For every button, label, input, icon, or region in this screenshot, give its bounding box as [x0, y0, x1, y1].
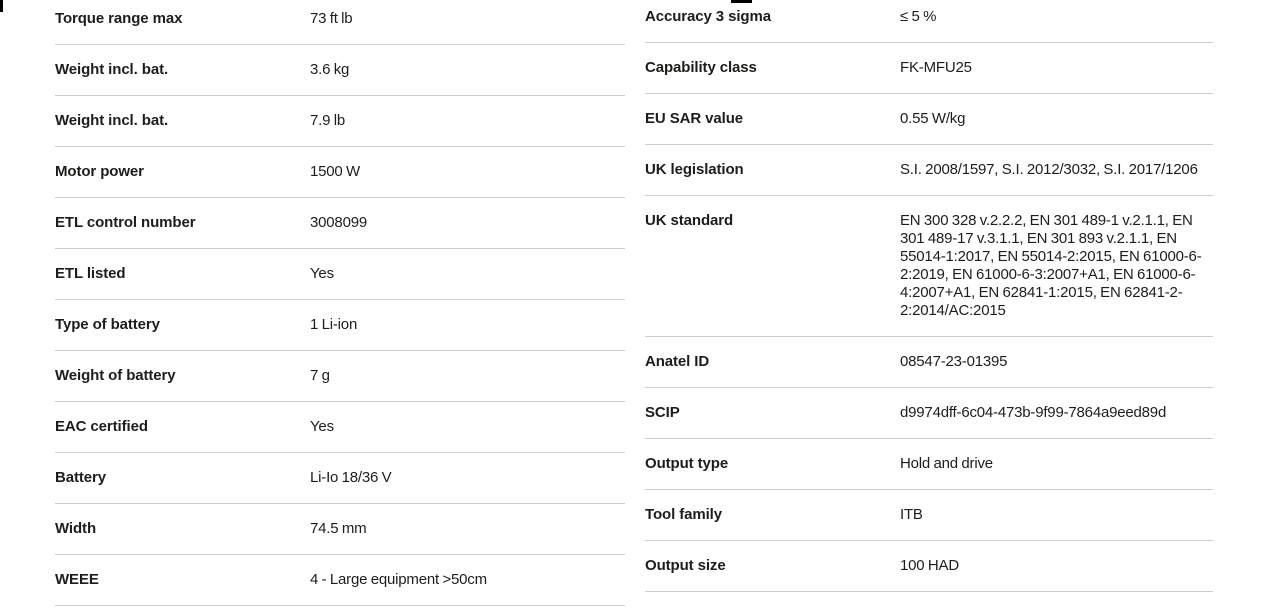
- window-edge-artifact: [0, 0, 3, 12]
- spec-row: EAC certified Yes: [55, 402, 625, 453]
- spec-row: Weight incl. bat. 3.6 kg: [55, 45, 625, 96]
- spec-value: ≤ 5 %: [900, 8, 937, 25]
- spec-label: Torque range max: [55, 10, 183, 27]
- spec-label: Weight of battery: [55, 367, 176, 384]
- spec-value: 7 g: [310, 367, 330, 384]
- spec-value: Li-Io 18/36 V: [310, 469, 392, 486]
- cropped-text-artifact: [731, 0, 752, 3]
- spec-label: WEEE: [55, 571, 99, 588]
- spec-row: ETL listed Yes: [55, 249, 625, 300]
- spec-label: Accuracy 3 sigma: [645, 8, 771, 25]
- spec-table-right: Accuracy 3 sigma ≤ 5 % Capability class …: [645, 0, 1213, 592]
- spec-label: ETL control number: [55, 214, 196, 231]
- spec-table-left: Torque range max 73 ft lb Weight incl. b…: [55, 0, 625, 606]
- spec-row: Accuracy 3 sigma ≤ 5 %: [645, 0, 1213, 43]
- spec-row: Battery Li-Io 18/36 V: [55, 453, 625, 504]
- spec-label: Output type: [645, 455, 729, 472]
- spec-row: Torque range max 73 ft lb: [55, 0, 625, 45]
- spec-row: Output type Hold and drive: [645, 439, 1213, 490]
- spec-label: Capability class: [645, 59, 757, 76]
- spec-label: Motor power: [55, 163, 144, 180]
- spec-row: Weight incl. bat. 7.9 lb: [55, 96, 625, 147]
- spec-value: 74.5 mm: [310, 520, 367, 537]
- spec-label: Type of battery: [55, 316, 160, 333]
- spec-row: Output size 100 HAD: [645, 541, 1213, 592]
- spec-row: SCIP d9974dff-6c04-473b-9f99-7864a9eed89…: [645, 388, 1213, 439]
- spec-value: Hold and drive: [900, 455, 993, 472]
- spec-value: S.I. 2008/1597, S.I. 2012/3032, S.I. 201…: [900, 161, 1198, 178]
- spec-row: Tool family ITB: [645, 490, 1213, 541]
- spec-label: EAC certified: [55, 418, 148, 435]
- spec-label: Weight incl. bat.: [55, 61, 169, 78]
- spec-value: 3.6 kg: [310, 61, 350, 78]
- spec-row: WEEE 4 - Large equipment >50cm: [55, 555, 625, 606]
- spec-label: Width: [55, 520, 97, 537]
- spec-value: EN 300 328 v.2.2.2, EN 301 489-1 v.2.1.1…: [900, 212, 1202, 319]
- spec-label: UK legislation: [645, 161, 744, 178]
- spec-value: FK-MFU25: [900, 59, 972, 76]
- spec-label: Weight incl. bat.: [55, 112, 169, 129]
- spec-row: EU SAR value 0.55 W/kg: [645, 94, 1213, 145]
- spec-row: ETL control number 3008099: [55, 198, 625, 249]
- spec-label: Output size: [645, 557, 726, 574]
- spec-row: Type of battery 1 Li-ion: [55, 300, 625, 351]
- spec-label: EU SAR value: [645, 110, 743, 127]
- spec-value: 3008099: [310, 214, 367, 231]
- spec-row: Width 74.5 mm: [55, 504, 625, 555]
- spec-value: 7.9 lb: [310, 112, 345, 129]
- spec-value: d9974dff-6c04-473b-9f99-7864a9eed89d: [900, 404, 1167, 421]
- spec-value: 100 HAD: [900, 557, 959, 574]
- spec-label: Battery: [55, 469, 106, 486]
- spec-label: Tool family: [645, 506, 722, 523]
- spec-value: Yes: [310, 418, 334, 435]
- spec-value: Yes: [310, 265, 334, 282]
- spec-value: 1500 W: [310, 163, 360, 180]
- spec-row: Motor power 1500 W: [55, 147, 625, 198]
- spec-row: Anatel ID 08547-23-01395: [645, 337, 1213, 388]
- spec-row: Capability class FK-MFU25: [645, 43, 1213, 94]
- spec-value: 1 Li-ion: [310, 316, 358, 333]
- spec-label: Anatel ID: [645, 353, 710, 370]
- spec-row: Weight of battery 7 g: [55, 351, 625, 402]
- spec-label: UK standard: [645, 212, 734, 229]
- spec-value: 0.55 W/kg: [900, 110, 966, 127]
- spec-label: SCIP: [645, 404, 680, 421]
- spec-row: UK legislation S.I. 2008/1597, S.I. 2012…: [645, 145, 1213, 196]
- spec-value: 4 - Large equipment >50cm: [310, 571, 487, 588]
- spec-row: UK standard EN 300 328 v.2.2.2, EN 301 4…: [645, 196, 1213, 337]
- spec-label: ETL listed: [55, 265, 126, 282]
- spec-value: 08547-23-01395: [900, 353, 1008, 370]
- spec-value: 73 ft lb: [310, 10, 353, 27]
- spec-value: ITB: [900, 506, 923, 523]
